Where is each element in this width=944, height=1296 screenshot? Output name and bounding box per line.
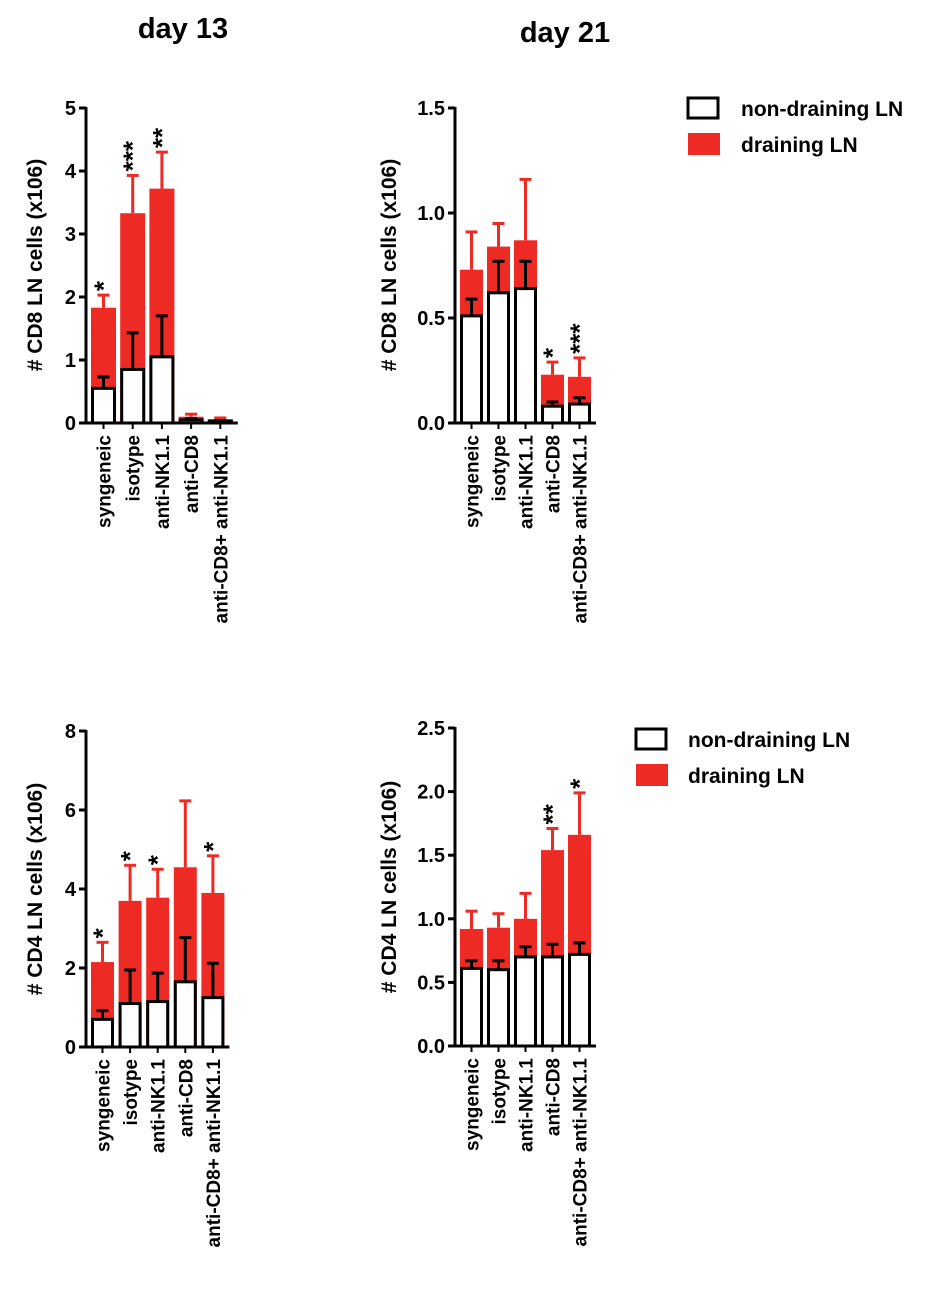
category-label: isotype (121, 1059, 142, 1126)
header-day13: day 13 (138, 13, 228, 45)
y-tick-label: 8 (65, 721, 76, 743)
y-axis-label: # CD4 LN cells (x106) (378, 781, 401, 993)
category-label: syngeneic (463, 435, 484, 528)
y-tick-label: 2 (65, 958, 76, 980)
category-label: anti-CD8 (176, 1059, 197, 1137)
category-label: isotype (490, 435, 511, 502)
bar-non-draining (487, 291, 510, 425)
y-tick-label: 4 (65, 879, 77, 901)
legend-bottom: non-draining LN draining LN (634, 727, 850, 788)
bar-non-draining (91, 386, 116, 425)
y-tick-label: 6 (65, 800, 76, 822)
y-axis-label: # CD4 LN cells (x106) (24, 783, 47, 995)
y-axis-label: # CD8 LN cells (x106) (378, 159, 401, 371)
chart-cd4-day13: * syngeneic * isotype * anti-NK1.1 anti-CD8 * an… (24, 721, 230, 1248)
y-tick-label: 0.0 (417, 413, 445, 435)
y-tick-label: 0.5 (417, 308, 445, 330)
significance-label: ** (538, 803, 568, 824)
bar-non-draining (487, 968, 510, 1048)
y-tick-label: 2 (65, 287, 76, 309)
legend-swatch-draining (636, 764, 668, 786)
significance-label: * (198, 841, 228, 852)
category-label: syngeneic (95, 435, 116, 528)
bar-non-draining (568, 402, 591, 425)
legend-label-draining: draining LN (688, 765, 805, 788)
significance-label: * (115, 850, 145, 861)
category-label: syngeneic (94, 1059, 115, 1152)
category-label: anti-CD8 (544, 435, 565, 513)
bar-non-draining (91, 1017, 114, 1049)
y-tick-label: 0 (65, 1037, 76, 1059)
category-label: isotype (124, 435, 145, 502)
y-tick-label: 1.0 (417, 203, 445, 225)
category-label: anti-NK1.1 (517, 435, 538, 529)
chart-cd4-day21: syngeneic isotype anti-NK1.1 ** anti-CD8 * ant… (378, 718, 596, 1246)
bar-non-draining (118, 1002, 142, 1049)
y-tick-label: 0.5 (417, 972, 445, 994)
category-label: syngeneic (463, 1058, 484, 1151)
chart-cd8-day13: * syngeneic *** isotype ** anti-NK1.1 anti-CD8… (24, 98, 238, 623)
bar-non-draining (460, 966, 483, 1048)
category-label: anti-CD8 (544, 1058, 565, 1136)
bar-non-draining (173, 980, 197, 1049)
bar-non-draining (120, 367, 146, 425)
legend-label-draining: draining LN (741, 134, 858, 157)
category-label: isotype (490, 1058, 511, 1125)
legend-swatch-non-draining (634, 727, 668, 751)
significance-label: * (88, 927, 118, 938)
y-tick-label: 1.5 (417, 845, 445, 867)
category-label: anti-CD8+ anti-NK1.1 (211, 435, 232, 624)
category-label: anti-CD8 (182, 435, 203, 513)
bar-non-draining (514, 955, 537, 1048)
bar-non-draining (541, 955, 564, 1048)
significance-label: * (89, 280, 119, 291)
y-tick-label: 1.0 (417, 909, 445, 931)
bar-non-draining (146, 1000, 170, 1049)
y-tick-label: 4 (65, 161, 77, 183)
category-label: anti-CD8+ anti-NK1.1 (204, 1059, 225, 1248)
bar-non-draining (201, 996, 225, 1049)
legend-top: non-draining LN draining LN (686, 96, 903, 157)
legend-label-non-draining: non-draining LN (688, 729, 850, 752)
category-label: anti-CD8+ anti-NK1.1 (571, 435, 592, 624)
y-tick-label: 0.0 (417, 1036, 445, 1058)
y-tick-label: 5 (65, 98, 76, 120)
header-day21: day 21 (520, 17, 610, 49)
y-tick-label: 1 (65, 350, 76, 372)
y-tick-label: 0 (65, 413, 76, 435)
bar-non-draining (460, 314, 483, 425)
significance-label: ** (147, 127, 177, 148)
y-tick-label: 2.0 (417, 782, 445, 804)
category-label: anti-NK1.1 (517, 1058, 538, 1152)
bar-non-draining (149, 355, 175, 425)
category-label: anti-CD8+ anti-NK1.1 (571, 1058, 592, 1247)
significance-label: * (538, 347, 568, 358)
bar-non-draining (541, 404, 564, 425)
legend-swatch-non-draining (686, 96, 720, 120)
category-label: anti-NK1.1 (149, 1059, 170, 1153)
bar-non-draining (568, 952, 591, 1048)
bar-non-draining (514, 287, 537, 425)
chart-cd8-day21: syngeneic isotype anti-NK1.1 * anti-CD8 *** an… (378, 98, 596, 623)
y-tick-label: 3 (65, 224, 76, 246)
significance-label: *** (565, 323, 595, 354)
y-tick-label: 2.5 (417, 718, 445, 740)
y-tick-label: 1.5 (417, 98, 445, 120)
y-axis-label: # CD8 LN cells (x106) (24, 159, 47, 371)
legend-swatch-draining (688, 133, 720, 155)
legend-label-non-draining: non-draining LN (741, 98, 903, 121)
category-label: anti-NK1.1 (153, 435, 174, 529)
significance-label: * (143, 854, 173, 865)
significance-label: *** (118, 140, 148, 171)
significance-label: * (565, 778, 595, 789)
